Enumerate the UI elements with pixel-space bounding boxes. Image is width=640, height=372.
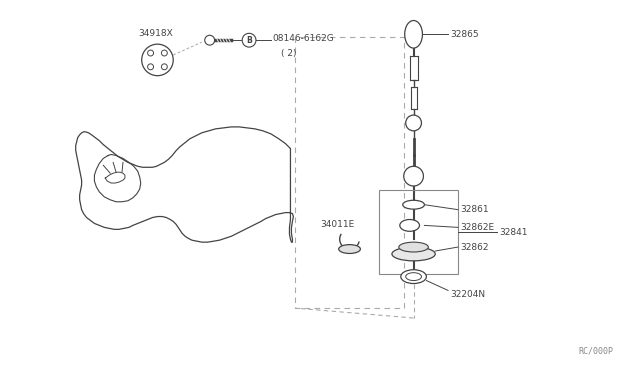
Ellipse shape	[339, 245, 360, 253]
Circle shape	[205, 35, 214, 45]
Text: 32865: 32865	[450, 30, 479, 39]
Circle shape	[141, 44, 173, 76]
Text: ( 2): ( 2)	[280, 49, 296, 58]
Bar	[379, 190, 458, 274]
Text: 32204N: 32204N	[450, 290, 485, 299]
Text: 34918X: 34918X	[138, 29, 173, 38]
Circle shape	[148, 50, 154, 56]
Ellipse shape	[400, 219, 419, 231]
Text: 08146-6162G: 08146-6162G	[273, 34, 335, 43]
Ellipse shape	[403, 200, 424, 209]
Ellipse shape	[392, 247, 435, 261]
Ellipse shape	[401, 270, 426, 283]
Circle shape	[242, 33, 256, 47]
Ellipse shape	[406, 273, 422, 280]
Circle shape	[406, 115, 422, 131]
Circle shape	[404, 166, 424, 186]
Text: RC/000P: RC/000P	[579, 346, 614, 355]
Circle shape	[148, 64, 154, 70]
Ellipse shape	[399, 242, 428, 252]
Ellipse shape	[404, 20, 422, 48]
Text: B: B	[246, 36, 252, 45]
Text: 32841: 32841	[499, 228, 528, 237]
Circle shape	[161, 64, 167, 70]
Text: 34011E: 34011E	[320, 220, 355, 229]
Text: 32861: 32861	[460, 205, 488, 214]
Text: 32862: 32862	[460, 243, 488, 251]
Circle shape	[161, 50, 167, 56]
Text: 32862E: 32862E	[460, 223, 494, 232]
